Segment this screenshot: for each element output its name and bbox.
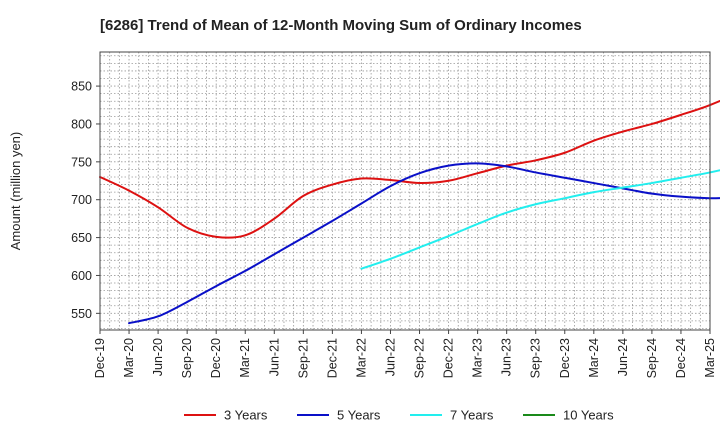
y-tick-label: 600 (71, 269, 92, 283)
legend-label: 7 Years (450, 408, 494, 423)
x-tick-label: Dec-24 (674, 338, 688, 378)
y-tick-label: 750 (71, 155, 92, 169)
x-tick-label: Sep-21 (296, 338, 310, 378)
x-tick-label: Mar-23 (471, 338, 485, 378)
grid (100, 52, 710, 330)
x-tick-label: Dec-19 (93, 338, 107, 378)
x-axis: Dec-19 Mar-20 Jun-20 Sep-20 Dec-20 Mar-21 Jun-… (93, 330, 717, 378)
legend-label: 3 Years (224, 408, 268, 423)
legend: 3 Years 5 Years 7 Years 10 Years (184, 408, 614, 423)
x-tick-label: Sep-24 (645, 338, 659, 378)
x-tick-label: Mar-20 (122, 338, 136, 378)
chart-title: [6286] Trend of Mean of 12-Month Moving … (100, 17, 582, 34)
y-tick-label: 700 (71, 193, 92, 207)
x-tick-label: Dec-22 (442, 338, 456, 378)
series-line-3-years (99, 99, 720, 239)
series-line-7-years (360, 169, 720, 270)
x-tick-label: Jun-22 (383, 338, 397, 376)
legend-label: 10 Years (563, 408, 614, 423)
x-tick-label: Jun-23 (500, 338, 514, 376)
x-tick-label: Jun-24 (616, 338, 630, 376)
x-tick-label: Jun-20 (151, 338, 165, 376)
y-tick-label: 550 (71, 307, 92, 321)
y-tick-label: 650 (71, 231, 92, 245)
y-tick-label: 850 (71, 80, 92, 94)
x-tick-label: Dec-20 (209, 338, 223, 378)
x-tick-label: Dec-21 (325, 338, 339, 378)
x-tick-label: Mar-24 (587, 338, 601, 378)
legend-label: 5 Years (337, 408, 381, 423)
x-tick-label: Sep-20 (180, 338, 194, 378)
x-tick-label: Sep-23 (529, 338, 543, 378)
series-line-5-years (128, 162, 720, 325)
y-tick-label: 800 (71, 117, 92, 131)
x-tick-label: Mar-22 (354, 338, 368, 378)
y-axis: 550 600 650 700 750 800 850 (71, 80, 100, 321)
x-tick-label: Jun-21 (267, 338, 281, 376)
y-axis-label: Amount (million yen) (8, 132, 23, 251)
x-tick-label: Dec-23 (558, 338, 572, 378)
x-tick-label: Mar-21 (238, 338, 252, 378)
plot-area (99, 51, 711, 331)
series-lines (99, 99, 720, 325)
x-tick-label: Mar-25 (703, 338, 717, 378)
x-tick-label: Sep-22 (413, 338, 427, 378)
